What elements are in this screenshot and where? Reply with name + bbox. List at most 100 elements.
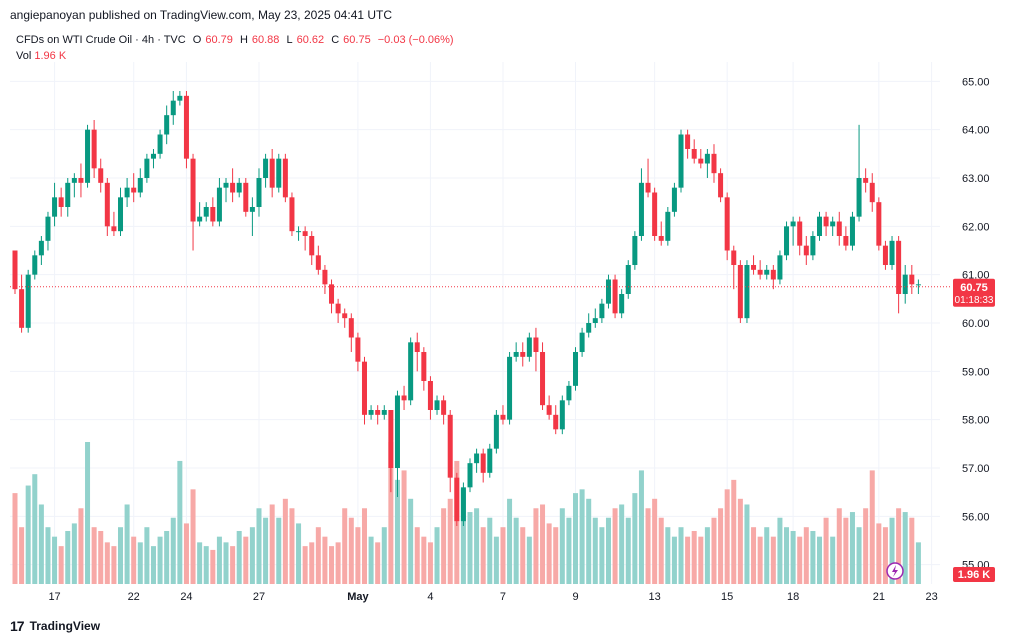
candle-body	[849, 216, 855, 246]
volume-bar	[177, 460, 183, 584]
volume-bar	[487, 517, 493, 584]
candle-body	[810, 236, 816, 256]
x-tick-label: 4	[427, 591, 433, 603]
x-tick-label: 27	[253, 591, 265, 603]
candle-body	[111, 226, 117, 232]
volume-bar	[381, 527, 387, 584]
candle-body	[223, 182, 229, 188]
candle-body	[612, 279, 618, 314]
volume-bar	[586, 498, 592, 584]
candle-body	[45, 216, 51, 241]
symbol-title: CFDs on WTI Crude Oil · 4h · TVC	[16, 34, 186, 46]
volume-bar	[230, 546, 236, 584]
candle-body	[843, 236, 849, 246]
volume-bar	[361, 508, 367, 584]
candle-body	[282, 158, 288, 198]
candle-body	[408, 342, 414, 401]
candle-body	[480, 453, 486, 473]
volume-bar	[388, 442, 394, 584]
candle-body	[144, 158, 150, 178]
candle-body	[289, 197, 295, 232]
candle-body	[507, 356, 513, 420]
volume-bar	[216, 536, 222, 584]
volume-bar	[52, 536, 58, 584]
lightning-bolt-icon	[892, 565, 898, 577]
volume-label: Vol	[16, 50, 32, 62]
candle-body	[863, 178, 869, 183]
x-tick-label: 23	[925, 591, 937, 603]
candle-body	[276, 158, 282, 188]
volume-bar	[441, 508, 447, 584]
y-tick-label: 61.00	[962, 270, 990, 282]
volume-bar	[704, 527, 710, 584]
volume-bar	[58, 546, 64, 584]
candle-body	[454, 477, 460, 522]
volume-bar	[698, 536, 704, 584]
volume-bar	[414, 527, 420, 584]
candle-body	[98, 168, 104, 183]
volume-legend: Vol 1.96 K	[16, 50, 66, 62]
candle-body	[19, 289, 25, 328]
candle-body	[731, 250, 737, 265]
high-value: 60.88	[251, 34, 280, 46]
candle-body	[909, 274, 915, 285]
volume-bar	[592, 517, 598, 584]
volume-bar	[348, 517, 354, 584]
candle-body	[394, 395, 400, 468]
volume-bar	[111, 546, 117, 584]
candle-body	[658, 236, 664, 241]
volume-bar	[71, 523, 77, 584]
candle-body	[751, 265, 757, 270]
candle-body	[401, 395, 407, 401]
volume-bar	[309, 542, 315, 584]
low-value: 60.62	[296, 34, 325, 46]
candle-body	[421, 352, 427, 381]
candle-body	[869, 182, 875, 203]
volume-bar	[98, 530, 104, 584]
volume-bar	[678, 527, 684, 584]
volume-bar	[540, 504, 546, 584]
candle-body	[546, 405, 552, 415]
volume-bar	[566, 517, 572, 584]
candle-body	[249, 207, 255, 212]
x-tick-label: 22	[128, 591, 140, 603]
volume-badge-value: 1.96 K	[958, 569, 990, 581]
volume-bar	[915, 542, 921, 584]
volume-bar	[909, 517, 915, 584]
candle-body	[896, 240, 902, 294]
volume-bar	[45, 527, 51, 584]
candle-body	[427, 381, 433, 410]
volume-bar	[902, 512, 908, 584]
volume-bar	[249, 527, 255, 584]
volume-bar	[493, 536, 499, 584]
volume-bar	[731, 479, 737, 584]
candle-body	[493, 414, 499, 449]
volume-bar	[849, 512, 855, 584]
candle-body	[711, 153, 717, 174]
candle-body	[78, 178, 84, 183]
candle-body	[784, 226, 790, 256]
volume-bar	[816, 536, 822, 584]
volume-bar	[790, 530, 796, 584]
volume-bar	[137, 542, 143, 584]
candle-body	[375, 410, 381, 415]
candle-body	[520, 352, 526, 357]
candle-body	[704, 153, 710, 164]
candle-body	[474, 453, 480, 464]
volume-bar	[638, 470, 644, 584]
candle-body	[665, 211, 671, 241]
candle-body	[296, 231, 302, 233]
candle-body	[230, 182, 236, 193]
low-label: L	[286, 34, 293, 46]
volume-bar	[869, 470, 875, 584]
candle-body	[573, 352, 579, 386]
candle-body	[381, 410, 387, 415]
volume-bar	[751, 527, 757, 584]
candle-body	[816, 216, 822, 236]
candle-body	[902, 274, 908, 294]
open-label: O	[192, 34, 202, 46]
volume-bar	[546, 523, 552, 584]
candle-body	[599, 303, 605, 319]
candle-body	[348, 318, 354, 338]
